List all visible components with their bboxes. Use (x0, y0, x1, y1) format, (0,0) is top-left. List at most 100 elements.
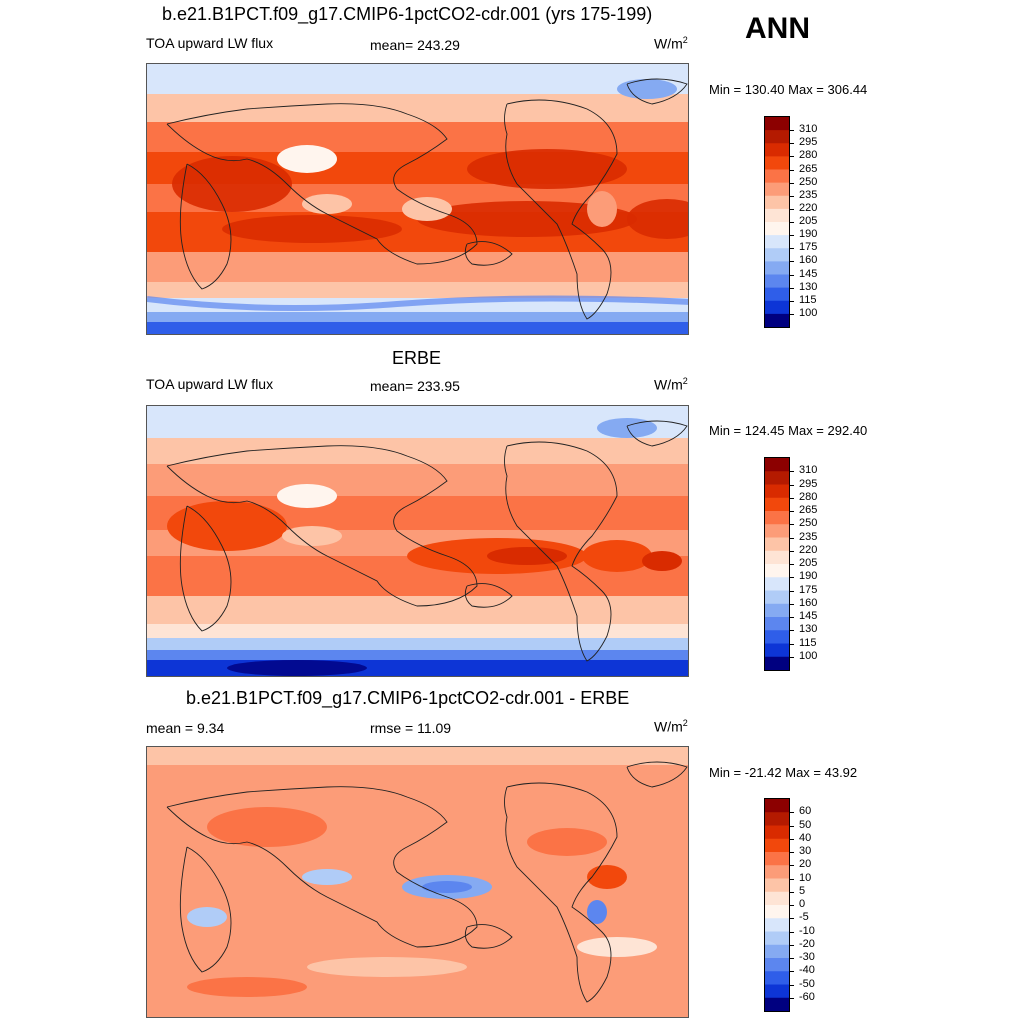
colorbar-swatch (765, 484, 789, 499)
colorbar-tick-label: 265 (799, 504, 818, 516)
panel-2-colorbar (764, 457, 790, 671)
panel-2-minmax: Min = 124.45 Max = 292.40 (709, 423, 868, 438)
colorbar-swatch (765, 643, 789, 658)
colorbar-tick (790, 537, 794, 539)
panel-2-units: W/m2 (654, 376, 688, 393)
colorbar-tick (790, 984, 794, 986)
panel-1-colorbar-svg (765, 117, 789, 328)
colorbar-swatch (765, 852, 789, 866)
colorbar-tick-label: 175 (799, 241, 818, 254)
colorbar-tick-label: 115 (799, 636, 817, 649)
colorbar-tick (790, 643, 794, 645)
colorbar-tick-label: 205 (799, 557, 818, 569)
colorbar-tick (790, 656, 794, 658)
colorbar-swatch (765, 971, 789, 985)
colorbar-swatch (765, 524, 789, 538)
colorbar-tick (790, 838, 794, 840)
colorbar-swatch (765, 891, 789, 906)
colorbar-tick (790, 169, 794, 171)
colorbar-tick-label: 175 (799, 583, 818, 596)
colorbar-tick (790, 550, 794, 552)
colorbar-tick (790, 222, 794, 223)
colorbar-tick-label: 280 (799, 490, 818, 503)
colorbar-tick (790, 130, 794, 132)
colorbar-swatch (765, 812, 789, 826)
panel-1-colorbar (764, 116, 790, 328)
colorbar-tick-label: 160 (799, 596, 818, 609)
colorbar-tick (790, 958, 794, 959)
panel-3-mean: mean = 9.34 (146, 720, 225, 736)
colorbar-tick (790, 603, 794, 605)
colorbar-tick (790, 182, 794, 184)
panel-2-mean: mean= 233.95 (370, 378, 460, 394)
colorbar-tick-label: 0 (799, 898, 806, 910)
colorbar-swatch (765, 825, 789, 840)
panel-3-minmax: Min = -21.42 Max = 43.92 (709, 765, 858, 780)
colorbar-swatch (765, 169, 789, 184)
colorbar-tick-label: -5 (799, 911, 809, 924)
panel-2-colorbar-svg (765, 458, 789, 671)
colorbar-tick-label: 265 (799, 162, 818, 175)
colorbar-swatch (765, 248, 789, 262)
colorbar-tick (790, 878, 794, 880)
colorbar-tick-label: 30 (799, 845, 812, 857)
panel-2-variable: TOA upward LW flux (146, 376, 274, 392)
colorbar-tick (790, 195, 794, 197)
colorbar-swatch (765, 878, 789, 893)
colorbar-tick (790, 143, 794, 145)
colorbar-tick-label: 160 (799, 254, 818, 267)
colorbar-swatch (765, 984, 789, 999)
colorbar-tick-label: 5 (799, 884, 806, 897)
colorbar-tick (790, 590, 794, 592)
panel-1-title: b.e21.B1PCT.f09_g17.CMIP6-1pctCO2-cdr.00… (162, 4, 653, 24)
panel-1-mean: mean= 243.29 (370, 37, 460, 53)
colorbar-tick (790, 156, 794, 158)
colorbar-tick (790, 287, 794, 289)
colorbar-tick-label: 295 (799, 136, 818, 149)
panel-2-map (146, 405, 689, 677)
panel-1-units: W/m2 (654, 35, 688, 52)
colorbar-tick-label: 130 (799, 280, 818, 293)
colorbar-tick (790, 905, 794, 906)
colorbar-swatch (765, 564, 789, 578)
panel-3-rmse: rmse = 11.09 (370, 720, 452, 736)
colorbar-swatch (765, 222, 789, 236)
colorbar-tick-label: -30 (799, 951, 815, 963)
panel-3-map (146, 746, 689, 1018)
colorbar-tick-label: 190 (799, 570, 818, 583)
colorbar-swatch (765, 617, 789, 631)
colorbar-swatch (765, 511, 789, 525)
colorbar-swatch (765, 143, 789, 157)
colorbar-tick (790, 471, 794, 473)
colorbar-swatch (765, 799, 789, 813)
colorbar-tick-label: 310 (799, 464, 818, 477)
colorbar-swatch (765, 838, 789, 853)
colorbar-swatch (765, 603, 789, 618)
panel-2-map-svg (147, 406, 688, 676)
colorbar-tick-label: 145 (799, 267, 818, 280)
colorbar-swatch (765, 274, 789, 289)
colorbar-tick (790, 891, 794, 893)
colorbar-swatch (765, 537, 789, 552)
colorbar-tick-label: 280 (799, 149, 818, 162)
colorbar-tick-label: 60 (799, 805, 812, 818)
colorbar-swatch (765, 905, 789, 919)
colorbar-swatch (765, 235, 789, 249)
colorbar-swatch (765, 208, 789, 223)
colorbar-tick (790, 971, 794, 973)
colorbar-swatch (765, 577, 789, 591)
colorbar-swatch (765, 550, 789, 565)
colorbar-tick-label: 235 (799, 188, 818, 201)
colorbar-swatch (765, 182, 789, 197)
colorbar-tick (790, 852, 794, 853)
colorbar-tick (790, 812, 794, 814)
colorbar-swatch (765, 630, 789, 644)
colorbar-swatch (765, 195, 789, 210)
colorbar-swatch (765, 130, 789, 144)
colorbar-tick (790, 511, 794, 512)
panel-2-title: ERBE (392, 348, 442, 368)
colorbar-swatch (765, 261, 789, 275)
panel-1-minmax: Min = 130.40 Max = 306.44 (709, 82, 868, 97)
panel-3-map-svg (147, 747, 688, 1017)
colorbar-tick (790, 235, 794, 237)
